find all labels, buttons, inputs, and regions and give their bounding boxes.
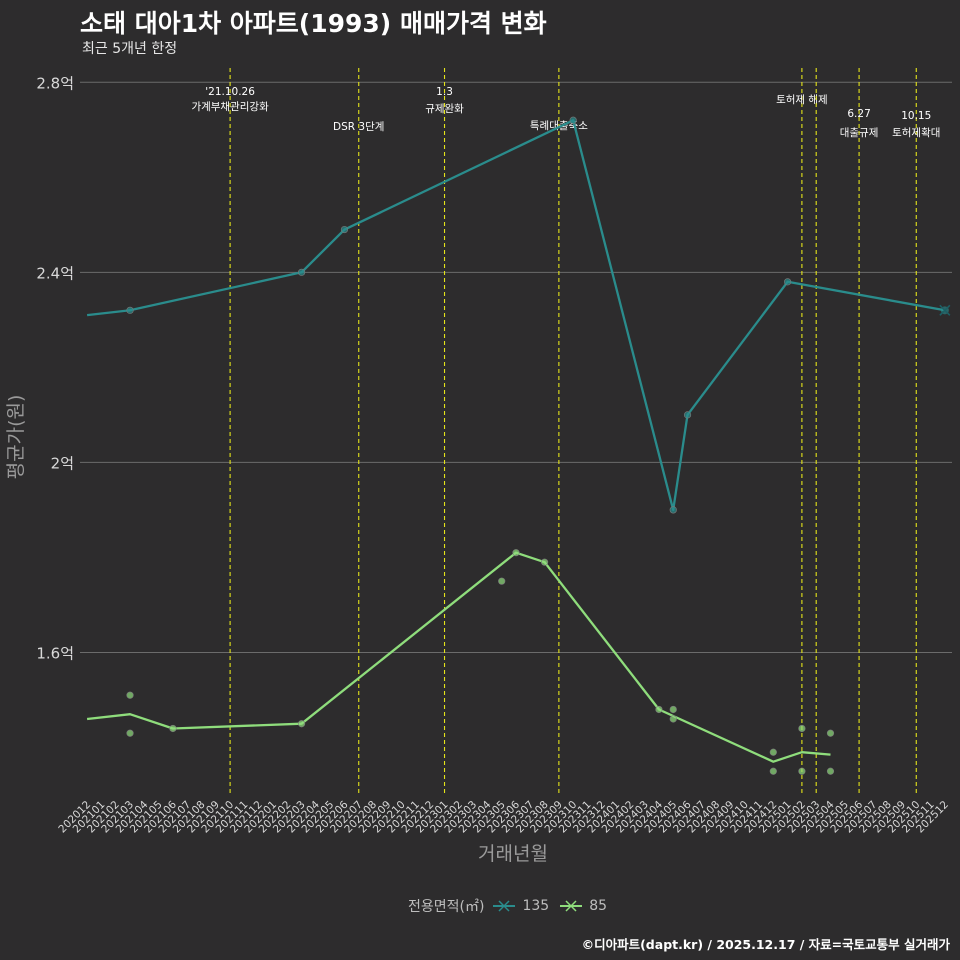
data-point [784, 278, 792, 286]
data-point [297, 720, 306, 728]
x-axis-ticks: 2020122021012021022021032021042021052021… [56, 798, 951, 835]
data-point [669, 506, 677, 514]
event-date: 6.27 [847, 108, 870, 120]
data-point [769, 767, 777, 775]
event-label: 토허제확대 [892, 126, 940, 139]
series-85 [86, 549, 835, 775]
data-point [826, 729, 835, 737]
data-point [498, 577, 506, 585]
legend-key-135-icon [493, 900, 516, 912]
data-point [769, 748, 777, 756]
data-point [297, 268, 306, 276]
data-point [126, 306, 134, 314]
chart-subtitle: 최근 5개년 한정 [82, 41, 178, 57]
data-point [798, 724, 806, 733]
legend-key-85-icon [560, 900, 583, 912]
event-date: 10.15 [901, 110, 931, 122]
y-axis-ticks: 1.6억 2억 2.4억 2.8억 [36, 74, 74, 662]
legend-label-135: 135 [522, 898, 550, 914]
legend-item-135[interactable]: 135 [492, 898, 549, 914]
data-point [512, 549, 520, 557]
data-point [683, 411, 692, 419]
data-point [655, 705, 663, 714]
data-point [826, 767, 835, 775]
y-tick-label: 2.4억 [36, 264, 74, 282]
grid-lines [80, 81, 952, 653]
last-point-cross [939, 304, 951, 316]
data-point [126, 729, 134, 737]
legend-label-85: 85 [589, 898, 608, 914]
event-label: 토허제 해제 [776, 93, 828, 106]
y-tick-label: 2억 [51, 454, 74, 472]
y-tick-label: 2.8억 [36, 74, 74, 92]
event-label: 대출규제 [840, 127, 879, 139]
data-point [169, 724, 177, 733]
legend-item-85[interactable]: 85 [559, 898, 607, 914]
source-caption: ©디아파트(dapt.kr) / 2025.12.17 / 자료=국토교통부 실… [581, 937, 950, 952]
legend-title: 전용면적(㎡) [408, 899, 485, 915]
data-point [540, 558, 549, 566]
data-point [126, 691, 134, 699]
series-line-85 [86, 551, 831, 763]
event-label: 가계부채관리강화 [191, 101, 269, 113]
series-layer [86, 116, 951, 775]
data-point [569, 116, 577, 124]
data-point [669, 705, 677, 714]
data-point [340, 225, 349, 234]
x-axis-label: 거래년월 [478, 843, 548, 865]
event-date: '21.10.26 [205, 86, 255, 98]
y-axis-label: 평균가(원) [5, 395, 27, 480]
series-135 [86, 116, 951, 514]
event-label: 규제완화 [425, 102, 464, 115]
data-point [669, 715, 677, 723]
event-date: 1.3 [436, 86, 453, 98]
legend: 전용면적(㎡) 135 85 [408, 896, 617, 916]
event-label: DSR 3단계 [333, 121, 384, 133]
y-tick-label: 1.6억 [36, 644, 74, 662]
data-point [798, 767, 806, 775]
chart-title: 소태 대아1차 아파트(1993) 매매가격 변화 [80, 9, 547, 38]
